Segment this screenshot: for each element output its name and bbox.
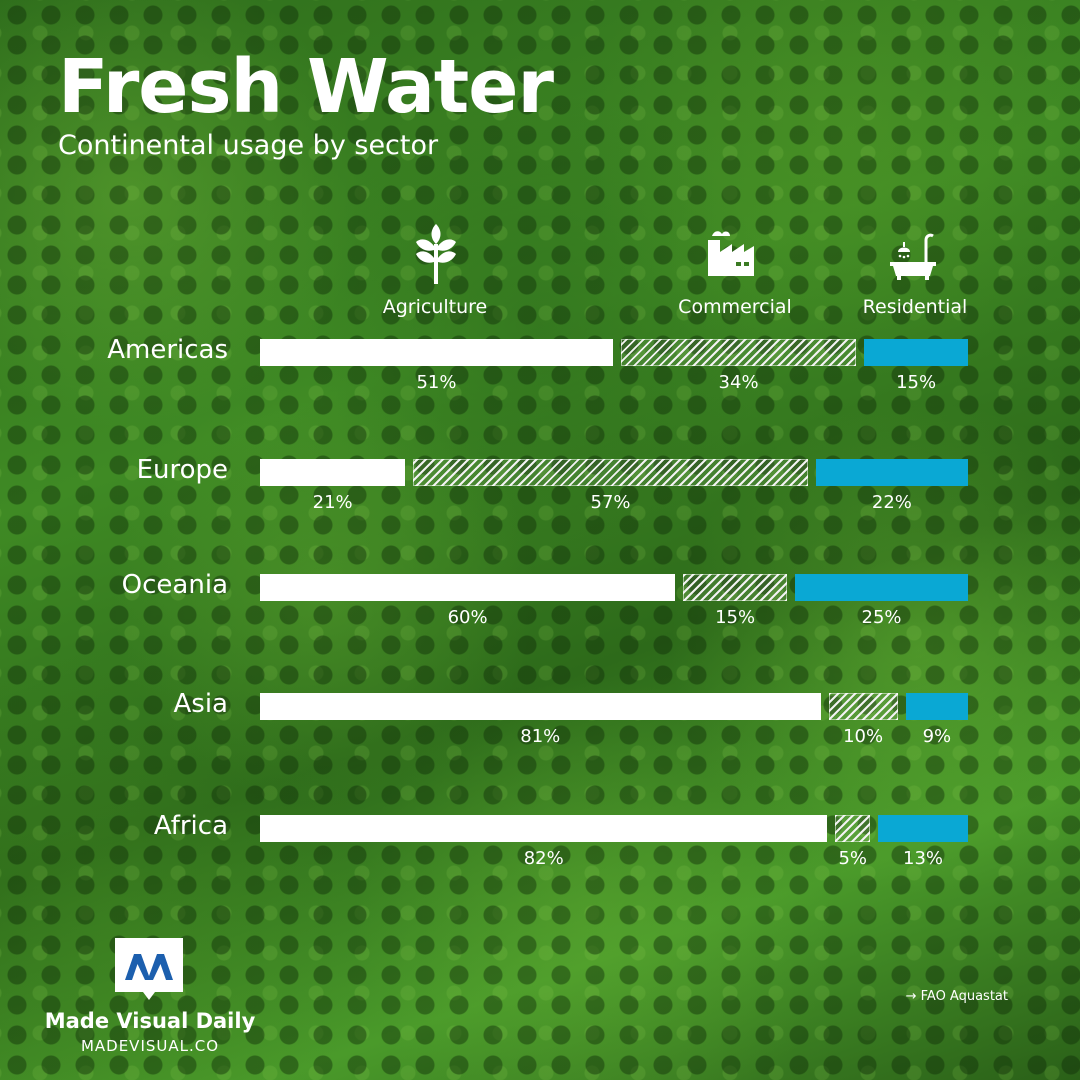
value-label-oceania-residential: 25% bbox=[861, 607, 902, 628]
value-label-asia-residential: 9% bbox=[922, 726, 952, 747]
page-title: Fresh Water bbox=[58, 44, 554, 130]
bar-europe-agriculture bbox=[260, 459, 406, 486]
page-subtitle: Continental usage by sector bbox=[58, 130, 439, 161]
value-label-oceania-agriculture: 60% bbox=[447, 607, 488, 628]
bar-asia-agriculture bbox=[260, 693, 821, 720]
bar-africa-residential bbox=[878, 815, 968, 842]
value-label-americas-residential: 15% bbox=[896, 372, 937, 393]
row-label-americas: Americas bbox=[107, 335, 228, 365]
bathtub-icon bbox=[890, 233, 936, 280]
row-label-oceania: Oceania bbox=[121, 570, 228, 600]
bar-asia-residential bbox=[905, 693, 968, 720]
value-label-americas-commercial: 34% bbox=[718, 372, 759, 393]
bar-asia-commercial bbox=[828, 693, 898, 720]
bar-americas-agriculture bbox=[260, 339, 613, 366]
made-visual-logo bbox=[115, 938, 183, 1000]
value-label-asia-agriculture: 81% bbox=[520, 726, 561, 747]
brand-url[interactable]: MADEVISUAL.CO bbox=[80, 1037, 220, 1055]
bar-europe-residential bbox=[815, 459, 968, 486]
bar-africa-agriculture bbox=[260, 815, 828, 842]
bar-americas-commercial bbox=[620, 339, 857, 366]
row-label-europe: Europe bbox=[136, 455, 228, 485]
bar-oceania-agriculture bbox=[260, 574, 676, 601]
factory-icon bbox=[708, 231, 754, 276]
value-label-africa-residential: 13% bbox=[903, 848, 944, 869]
value-label-africa-agriculture: 82% bbox=[523, 848, 564, 869]
value-label-europe-agriculture: 21% bbox=[312, 492, 353, 513]
bar-americas-residential bbox=[864, 339, 968, 366]
row-label-asia: Asia bbox=[173, 689, 229, 719]
bar-oceania-commercial bbox=[683, 574, 787, 601]
value-label-americas-agriculture: 51% bbox=[416, 372, 457, 393]
value-label-asia-commercial: 10% bbox=[843, 726, 884, 747]
bar-africa-commercial bbox=[835, 815, 871, 842]
value-label-europe-commercial: 57% bbox=[590, 492, 631, 513]
bar-europe-commercial bbox=[413, 459, 808, 486]
wheat-icon bbox=[416, 224, 456, 284]
source-note: → FAO Aquastat bbox=[905, 989, 1008, 1004]
row-label-africa: Africa bbox=[153, 811, 228, 841]
legend-commercial: Commercial bbox=[678, 296, 792, 318]
legend-agriculture: Agriculture bbox=[382, 296, 488, 318]
value-label-europe-residential: 22% bbox=[871, 492, 912, 513]
legend-residential: Residential bbox=[862, 296, 968, 318]
value-label-africa-commercial: 5% bbox=[838, 848, 868, 869]
bar-oceania-residential bbox=[795, 574, 968, 601]
value-label-oceania-commercial: 15% bbox=[715, 607, 756, 628]
brand-name: Made Visual Daily bbox=[44, 1009, 256, 1033]
